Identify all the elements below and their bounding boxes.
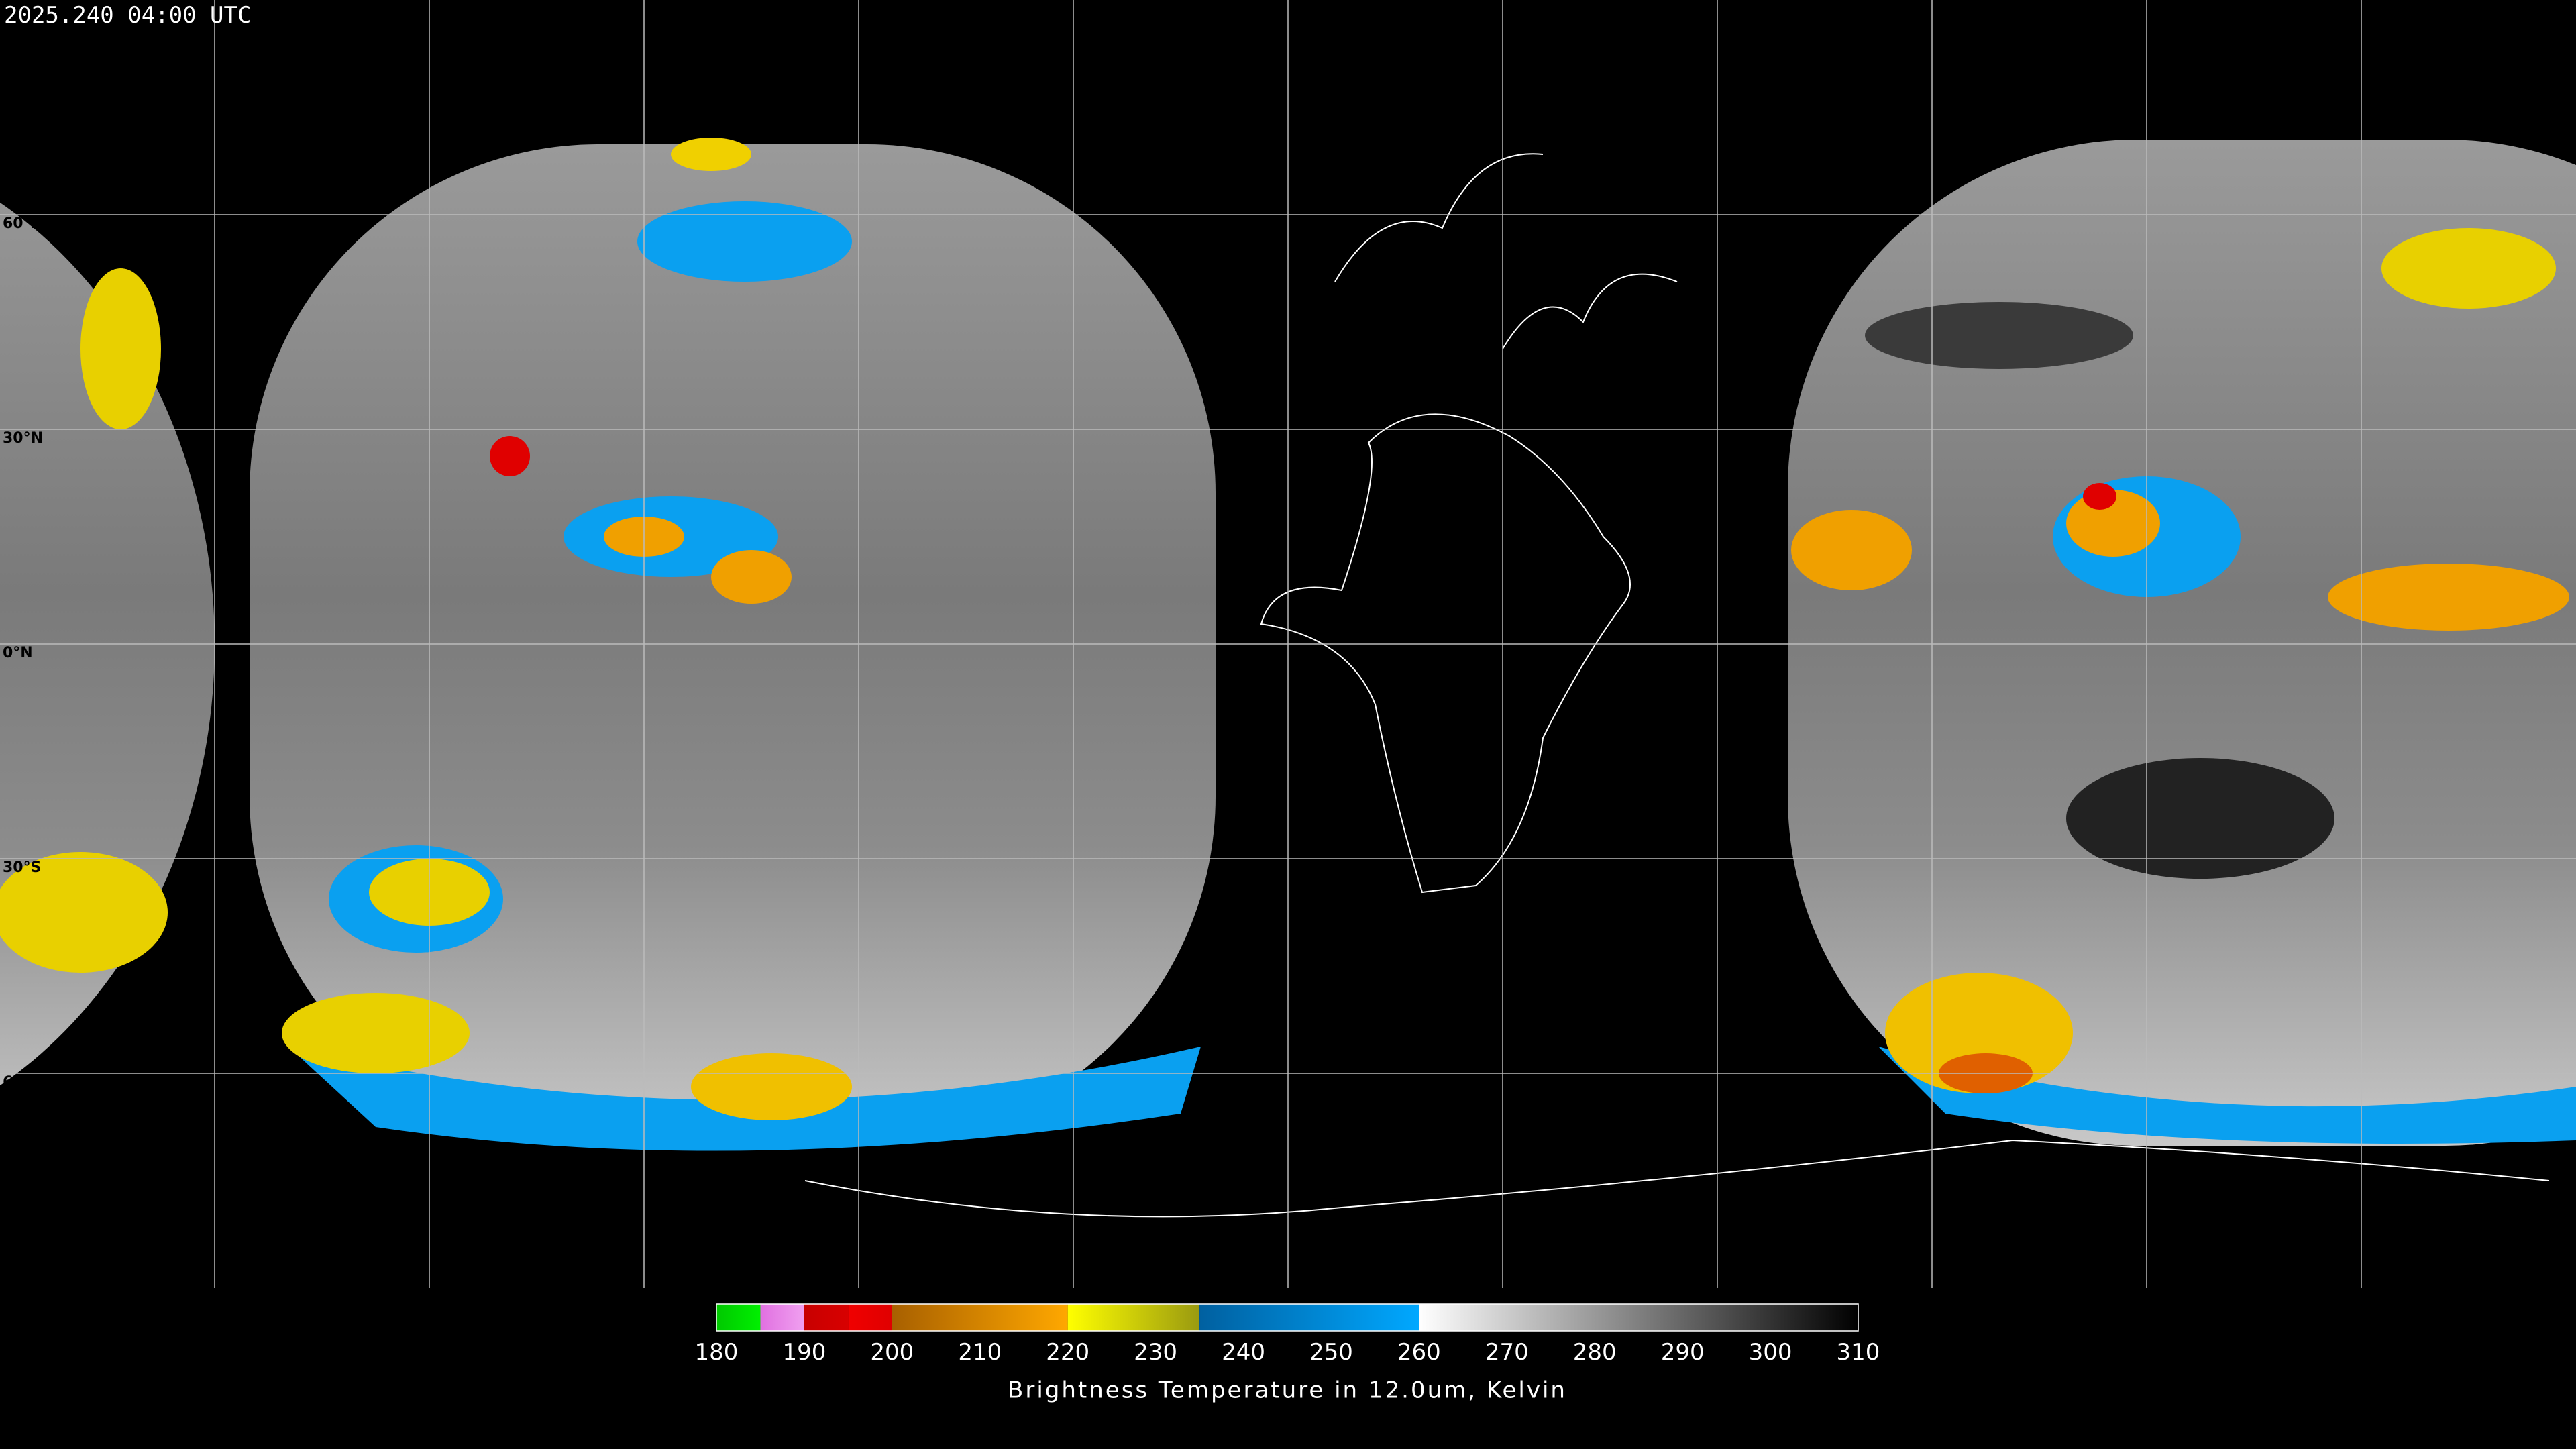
colorbar-tick-label: 200 bbox=[870, 1339, 914, 1366]
colorbar-tick-label: 310 bbox=[1837, 1339, 1880, 1366]
colorbar-tick-label: 220 bbox=[1046, 1339, 1089, 1366]
timestamp: 2025.240 04:00 UTC bbox=[4, 2, 251, 29]
colorbar-segment bbox=[1419, 1304, 1858, 1331]
colorbar-segment bbox=[804, 1304, 849, 1331]
coastline-africa bbox=[1260, 413, 1631, 894]
graticule bbox=[0, 0, 2576, 1288]
latitude-label: 60°N bbox=[3, 215, 43, 232]
colorbar-tick-label: 270 bbox=[1485, 1339, 1529, 1366]
colorbar-tick-label: 180 bbox=[695, 1339, 739, 1366]
coastline-europe bbox=[1334, 153, 1678, 350]
colorbar-segment bbox=[848, 1304, 892, 1331]
satellite-disk-asia bbox=[1788, 140, 2576, 1146]
colorbar-tick-label: 230 bbox=[1134, 1339, 1177, 1366]
colorbar: 180 190 200 210 220 230 240 250 260 270 280 290 300 3… bbox=[695, 1303, 1880, 1366]
colorbar-title: Brightness Temperature in 12.0um, Kelvin bbox=[1008, 1377, 1567, 1404]
latitude-labels: 60°N 30°N 0°N 30°S 60°S bbox=[3, 215, 43, 1091]
colorbar-segment bbox=[1067, 1304, 1200, 1331]
latitude-label: 30°S bbox=[3, 859, 41, 876]
colorbar-segment bbox=[1199, 1304, 1419, 1331]
colorbar-tick-label: 190 bbox=[782, 1339, 826, 1366]
colorbar-segment bbox=[892, 1304, 1068, 1331]
satellite-imagery bbox=[0, 0, 2576, 1288]
colorbar-tick-label: 210 bbox=[958, 1339, 1002, 1366]
colorbar-segment bbox=[760, 1304, 804, 1331]
latitude-label: 0°N bbox=[3, 645, 33, 661]
colorbar-tick-label: 240 bbox=[1222, 1339, 1265, 1366]
colorbar-frame bbox=[716, 1303, 1859, 1332]
colorbar-tick-label: 260 bbox=[1397, 1339, 1441, 1366]
colorbar-tick-label: 300 bbox=[1749, 1339, 1792, 1366]
colorbar-tick-label: 290 bbox=[1661, 1339, 1705, 1366]
colorbar-segment bbox=[716, 1304, 761, 1331]
coastline-antarctica bbox=[804, 1139, 2550, 1218]
latitude-label: 60°S bbox=[3, 1074, 41, 1091]
latitude-label: 30°N bbox=[3, 430, 43, 447]
colorbar-tick-label: 280 bbox=[1573, 1339, 1617, 1366]
colorbar-tick-label: 250 bbox=[1309, 1339, 1353, 1366]
